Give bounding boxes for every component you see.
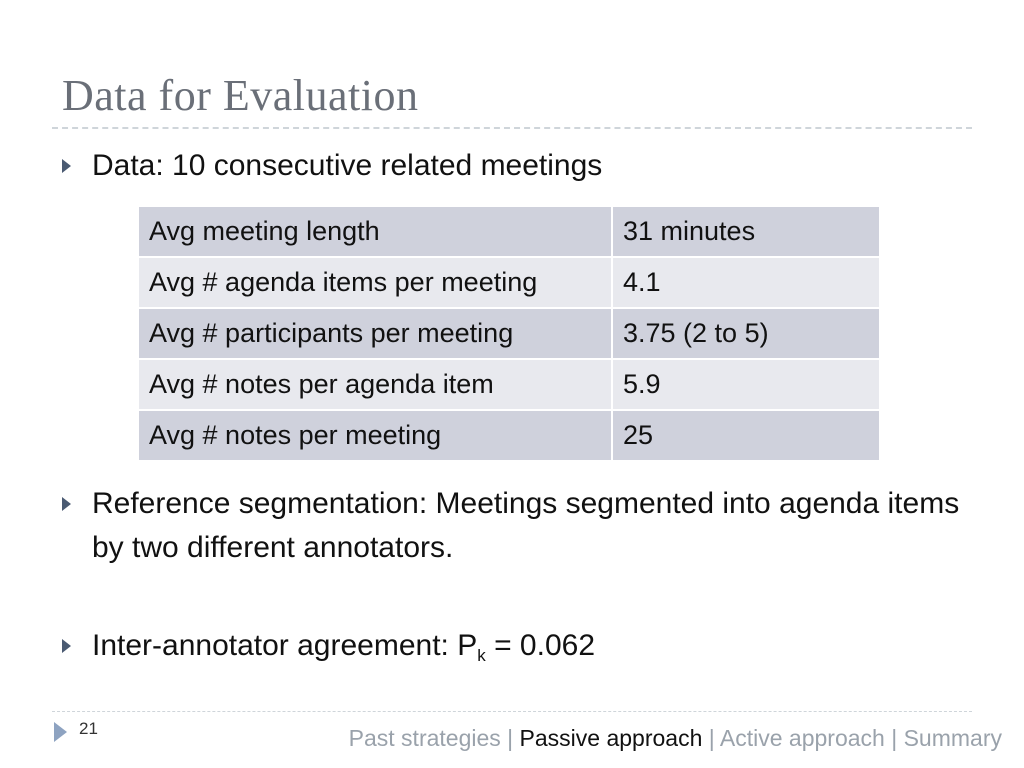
bullet-arrow-icon	[62, 482, 92, 526]
table-cell-label: Avg meeting length	[137, 205, 613, 258]
bullet-text: Inter-annotator agreement: Pk = 0.062	[92, 624, 595, 668]
table-cell-value: 3.75 (2 to 5)	[611, 307, 881, 360]
bullet-reference-segmentation: Reference segmentation: Meetings segment…	[62, 482, 972, 570]
table-cell-label: Avg # notes per meeting	[137, 409, 613, 462]
table-row: Avg # participants per meeting 3.75 (2 t…	[137, 307, 881, 360]
meeting-stats-table: Avg meeting length 31 minutes Avg # agen…	[137, 205, 881, 462]
bullet-text: Data: 10 consecutive related meetings	[92, 149, 603, 182]
table-cell-value: 31 minutes	[611, 205, 881, 258]
bullet-data: Data: 10 consecutive related meetings	[62, 144, 602, 188]
nav-separator: |	[500, 725, 520, 751]
nav-past-strategies[interactable]: Past strategies	[348, 725, 501, 751]
slide-title: Data for Evaluation	[62, 71, 419, 120]
table-cell-label: Avg # agenda items per meeting	[137, 256, 613, 309]
footer-divider	[52, 711, 972, 712]
table-row: Avg # notes per agenda item 5.9	[137, 358, 881, 411]
table-row: Avg # notes per meeting 25	[137, 409, 881, 462]
section-navigation: Past strategies | Passive approach | Act…	[349, 725, 1002, 752]
table-cell-label: Avg # participants per meeting	[137, 307, 613, 360]
agreement-value: = 0.062	[485, 629, 595, 662]
table-row: Avg # agenda items per meeting 4.1	[137, 256, 881, 309]
table-cell-value: 4.1	[611, 256, 881, 309]
title-divider	[52, 127, 972, 129]
bullet-inter-annotator-agreement: Inter-annotator agreement: Pk = 0.062	[62, 624, 595, 668]
nav-summary[interactable]: Summary	[903, 725, 1002, 751]
footer-triangle-icon	[54, 722, 67, 742]
bullet-arrow-icon	[62, 144, 92, 188]
table-cell-value: 25	[611, 409, 881, 462]
nav-active-approach[interactable]: Active approach	[719, 725, 885, 751]
page-number: 21	[79, 719, 98, 738]
table-row: Avg meeting length 31 minutes	[137, 205, 881, 258]
table-cell-label: Avg # notes per agenda item	[137, 358, 613, 411]
nav-passive-approach[interactable]: Passive approach	[519, 725, 703, 751]
nav-separator: |	[884, 725, 904, 751]
agreement-label: Inter-annotator agreement: P	[92, 629, 478, 662]
nav-separator: |	[702, 725, 720, 751]
bullet-text: Reference segmentation: Meetings segment…	[92, 487, 960, 564]
pk-subscript: k	[477, 646, 486, 665]
bullet-arrow-icon	[62, 624, 92, 668]
table-cell-value: 5.9	[611, 358, 881, 411]
